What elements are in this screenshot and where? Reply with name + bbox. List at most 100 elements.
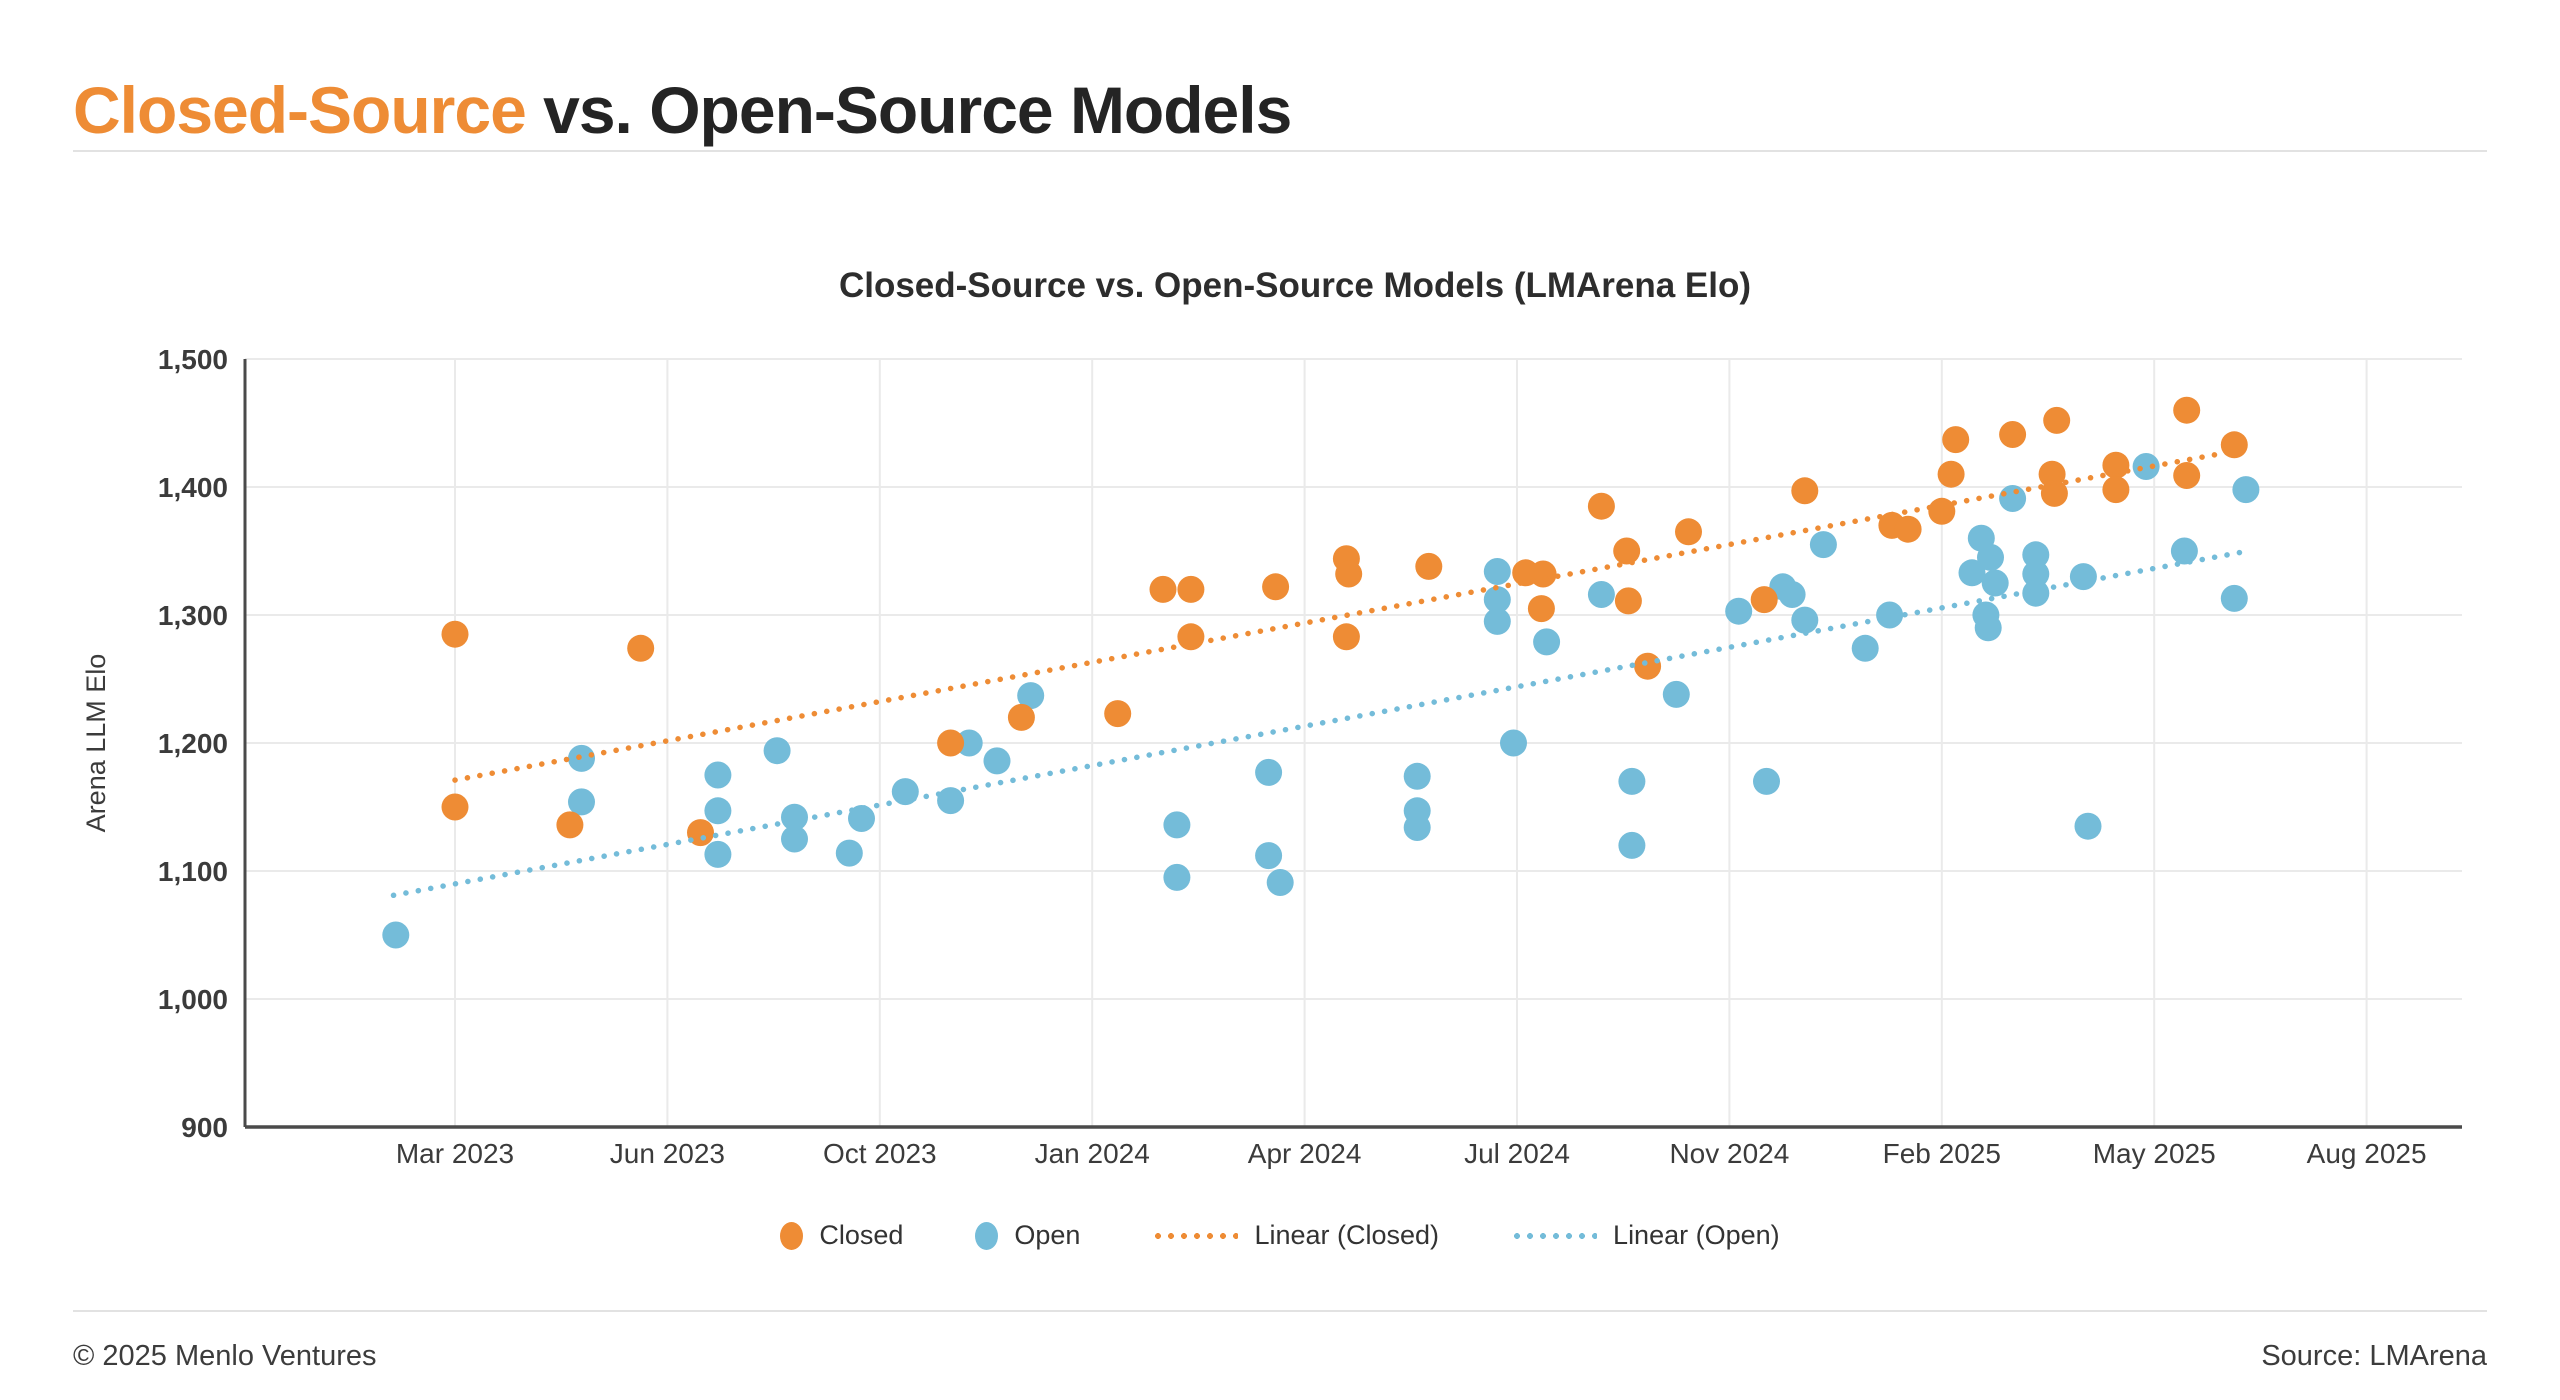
y-tick-label: 1,200 <box>158 728 228 759</box>
data-point-open <box>704 797 732 825</box>
data-point-closed <box>1262 573 1290 601</box>
linear-closed-line-swatch-icon <box>1152 1231 1239 1240</box>
copyright-text: © 2025 Menlo Ventures <box>73 1340 377 1372</box>
y-tick-label: 1,300 <box>158 600 228 631</box>
chart-title: Closed-Source vs. Open-Source Models (LM… <box>838 266 1752 305</box>
legend-item-open: Open <box>975 1220 1080 1251</box>
data-point-closed <box>1613 537 1641 565</box>
data-point-open <box>382 921 410 949</box>
legend-item-linear-open: Linear (Open) <box>1511 1220 1780 1251</box>
data-point-open <box>1500 729 1527 757</box>
x-tick-label: May 2025 <box>2093 1138 2216 1169</box>
data-point-closed <box>1942 426 1970 454</box>
data-point-open <box>1255 758 1283 786</box>
data-point-closed <box>1177 623 1205 651</box>
data-point-open <box>2074 812 2102 840</box>
data-point-open <box>1587 581 1615 608</box>
y-tick-label: 1,000 <box>158 984 228 1015</box>
open-dot-swatch-icon <box>975 1221 999 1250</box>
data-point-open <box>1851 634 1879 662</box>
header-divider <box>73 150 2487 152</box>
data-point-closed <box>2102 451 2130 479</box>
data-point-closed <box>1937 460 1965 488</box>
trendline-closed <box>452 448 2238 783</box>
data-point-closed <box>1614 587 1642 615</box>
linear-open-line-swatch-icon <box>1511 1231 1598 1240</box>
data-point-open <box>781 803 808 831</box>
y-tick-label: 1,500 <box>158 344 228 375</box>
data-point-open <box>835 839 863 867</box>
data-point-open <box>763 737 791 765</box>
data-point-open <box>937 787 965 815</box>
data-point-closed <box>2173 396 2201 424</box>
data-point-closed <box>1750 586 1778 614</box>
y-tick-label: 1,100 <box>158 856 228 887</box>
data-point-closed <box>1415 552 1443 580</box>
trendline-open <box>390 549 2244 899</box>
data-point-open <box>1483 607 1511 635</box>
data-point-open <box>2220 584 2248 612</box>
x-tick-label: Aug 2025 <box>2307 1138 2427 1169</box>
data-point-open <box>1618 767 1646 795</box>
data-point-closed <box>2173 462 2201 489</box>
source-text: Source: LMArena <box>2261 1340 2487 1372</box>
data-point-open <box>1809 531 1837 559</box>
footer-divider <box>73 1310 2487 1312</box>
legend-label-linear-open: Linear (Open) <box>1613 1220 1780 1250</box>
data-point-closed <box>1587 492 1615 520</box>
legend-item-closed: Closed <box>780 1220 903 1251</box>
legend-item-linear-closed: Linear (Closed) <box>1152 1220 1439 1251</box>
data-point-closed <box>1177 575 1205 603</box>
data-point-open <box>1483 586 1511 614</box>
data-point-closed <box>1634 652 1662 680</box>
data-point-open <box>2232 476 2260 504</box>
data-point-open <box>1255 842 1283 870</box>
data-point-closed <box>1335 560 1363 588</box>
data-point-closed <box>1529 560 1557 588</box>
page-title: Closed-Source vs. Open-Source Models <box>73 72 1292 148</box>
data-point-closed <box>1928 497 1956 525</box>
data-point-open <box>1958 559 1986 587</box>
data-point-open <box>1753 767 1780 795</box>
data-point-closed <box>1791 477 1819 505</box>
data-point-open <box>2022 541 2050 569</box>
data-point-open <box>1403 762 1431 790</box>
legend-label-open: Open <box>1014 1220 1081 1250</box>
page-title-rest: vs. Open-Source Models <box>525 73 1292 148</box>
data-point-open <box>568 744 595 772</box>
data-point-open <box>1618 831 1646 859</box>
x-tick-label: Apr 2024 <box>1248 1138 1362 1169</box>
y-axis-title: Arena LLM Elo <box>81 654 111 833</box>
x-tick-label: Nov 2024 <box>1669 1138 1789 1169</box>
data-point-open <box>1017 682 1045 710</box>
x-tick-label: Mar 2023 <box>396 1138 514 1169</box>
data-point-closed <box>1104 700 1132 728</box>
data-point-closed <box>556 811 584 839</box>
legend-label-closed: Closed <box>819 1220 904 1250</box>
x-tick-label: Oct 2023 <box>823 1138 937 1169</box>
data-point-open <box>955 729 983 757</box>
data-point-closed <box>441 793 469 821</box>
closed-dot-swatch-icon <box>780 1221 804 1250</box>
data-point-open <box>1977 543 2004 571</box>
data-point-closed <box>1527 595 1555 623</box>
data-point-open <box>1999 485 2027 512</box>
data-point-open <box>848 805 875 832</box>
data-point-closed <box>1332 623 1360 651</box>
data-point-open <box>1981 569 2009 597</box>
data-point-closed <box>937 729 965 757</box>
data-point-open <box>704 840 732 868</box>
data-point-open <box>704 761 732 789</box>
data-point-open <box>2022 560 2050 588</box>
data-point-closed <box>1894 515 1922 543</box>
data-point-closed <box>627 634 655 662</box>
legend-label-linear-closed: Linear (Closed) <box>1254 1220 1440 1250</box>
data-point-open <box>781 825 808 853</box>
data-point-closed <box>1149 575 1177 603</box>
data-point-open <box>1266 869 1294 896</box>
data-point-closed <box>2040 479 2068 507</box>
data-point-closed <box>687 819 714 847</box>
data-point-closed <box>2043 406 2071 434</box>
data-point-open <box>983 747 1011 775</box>
